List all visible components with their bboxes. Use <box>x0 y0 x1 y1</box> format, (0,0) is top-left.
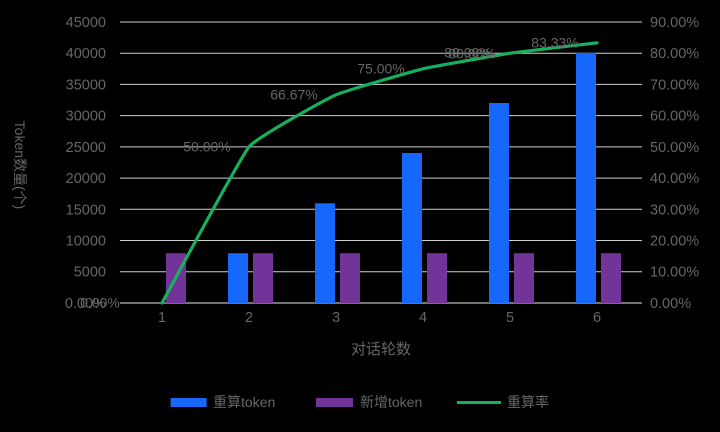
svg-text:2: 2 <box>245 310 253 326</box>
svg-text:对话轮数: 对话轮数 <box>351 341 411 358</box>
svg-text:50.00%: 50.00% <box>650 140 699 156</box>
svg-text:6: 6 <box>593 310 601 326</box>
svg-text:0.00%: 0.00% <box>80 295 120 311</box>
svg-text:90.00%: 90.00% <box>650 15 699 31</box>
svg-text:45000: 45000 <box>66 15 106 31</box>
svg-text:60.00%: 60.00% <box>650 109 699 125</box>
svg-text:80.00%: 80.00% <box>448 45 495 61</box>
svg-text:Token数量(个): Token数量(个) <box>12 121 28 210</box>
svg-text:75.00%: 75.00% <box>357 60 404 76</box>
svg-text:30.00%: 30.00% <box>650 202 699 218</box>
svg-text:83.33%: 83.33% <box>531 34 578 50</box>
svg-text:10000: 10000 <box>66 234 106 250</box>
svg-text:30000: 30000 <box>66 109 106 125</box>
svg-text:40000: 40000 <box>66 46 106 62</box>
svg-text:1: 1 <box>158 310 166 326</box>
svg-text:50.00%: 50.00% <box>183 138 230 154</box>
svg-text:80.00%: 80.00% <box>650 46 699 62</box>
svg-text:15000: 15000 <box>66 202 106 218</box>
svg-text:0.00%: 0.00% <box>650 296 691 312</box>
svg-text:重算率: 重算率 <box>507 394 549 410</box>
svg-text:3: 3 <box>332 310 340 326</box>
svg-text:重算token: 重算token <box>213 394 275 410</box>
svg-text:新增token: 新增token <box>360 394 422 410</box>
svg-text:4: 4 <box>419 310 427 326</box>
svg-text:66.67%: 66.67% <box>270 86 317 102</box>
svg-text:70.00%: 70.00% <box>650 77 699 93</box>
svg-text:5000: 5000 <box>74 265 106 281</box>
svg-text:20.00%: 20.00% <box>650 234 699 250</box>
svg-text:25000: 25000 <box>66 140 106 156</box>
svg-text:40.00%: 40.00% <box>650 171 699 187</box>
svg-text:20000: 20000 <box>66 171 106 187</box>
svg-text:5: 5 <box>506 310 514 326</box>
svg-text:10.00%: 10.00% <box>650 265 699 281</box>
svg-text:35000: 35000 <box>66 77 106 93</box>
